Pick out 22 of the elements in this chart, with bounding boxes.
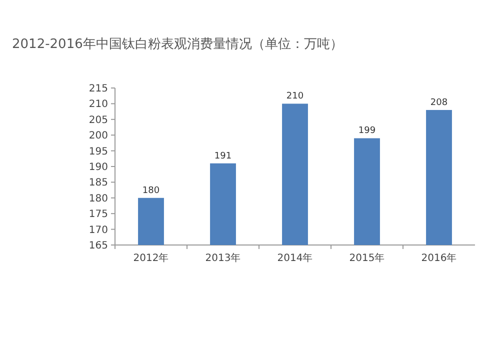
y-tick-label: 200 (88, 130, 108, 142)
y-tick-label: 185 (88, 178, 108, 189)
x-tick-label: 2013年 (205, 252, 241, 264)
data-label: 199 (358, 126, 376, 136)
data-label: 180 (142, 186, 160, 196)
data-label: 191 (214, 151, 232, 162)
x-tick-label: 2016年 (421, 252, 457, 264)
chart-title: 2012-2016年中国钛白粉表观消费量情况（单位：万吨） (12, 37, 343, 52)
y-tick-label: 210 (88, 99, 108, 110)
y-tick-label: 165 (88, 240, 108, 252)
y-tick-label: 190 (88, 162, 108, 173)
y-tick-label: 195 (88, 146, 108, 158)
data-label: 208 (430, 98, 448, 108)
y-tick-label: 205 (88, 114, 108, 126)
y-tick-label: 175 (88, 209, 108, 220)
x-tick-label: 2014年 (277, 252, 313, 264)
y-tick-label: 180 (88, 193, 108, 204)
y-tick-label: 215 (88, 84, 108, 94)
y-tick-label: 170 (88, 224, 108, 236)
x-tick-label: 2015年 (349, 252, 385, 264)
data-label: 210 (286, 92, 304, 102)
x-tick-label: 2012年 (133, 252, 169, 264)
